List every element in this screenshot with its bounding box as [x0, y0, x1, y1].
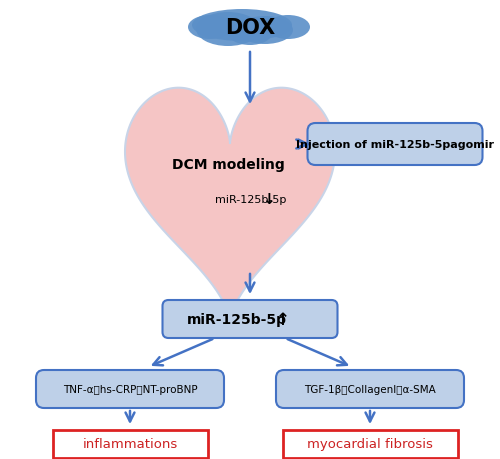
FancyBboxPatch shape — [162, 300, 338, 338]
Ellipse shape — [192, 10, 292, 42]
Text: DCM modeling: DCM modeling — [172, 157, 284, 172]
Polygon shape — [125, 89, 335, 322]
Text: DOX: DOX — [225, 18, 275, 38]
Ellipse shape — [228, 22, 272, 46]
Ellipse shape — [196, 13, 260, 47]
Text: miR-125b-5p: miR-125b-5p — [215, 195, 286, 205]
FancyBboxPatch shape — [36, 370, 224, 408]
Text: TGF-1β、CollagenⅠ、α-SMA: TGF-1β、CollagenⅠ、α-SMA — [304, 384, 436, 394]
Text: Injection of miR-125b-5pagomir: Injection of miR-125b-5pagomir — [296, 140, 494, 150]
Bar — [282, 430, 458, 458]
Text: myocardial fibrosis: myocardial fibrosis — [307, 437, 433, 451]
Ellipse shape — [188, 16, 232, 40]
Text: ↑: ↑ — [276, 310, 290, 328]
Text: TNF-α、hs-CRP、NT-proBNP: TNF-α、hs-CRP、NT-proBNP — [62, 384, 198, 394]
FancyBboxPatch shape — [308, 124, 482, 166]
Bar — [52, 430, 208, 458]
Text: ↓: ↓ — [262, 192, 274, 207]
Text: inflammations: inflammations — [82, 437, 178, 451]
Text: miR-125b-5p: miR-125b-5p — [187, 312, 287, 326]
Ellipse shape — [266, 16, 310, 40]
FancyBboxPatch shape — [276, 370, 464, 408]
Ellipse shape — [237, 17, 293, 45]
